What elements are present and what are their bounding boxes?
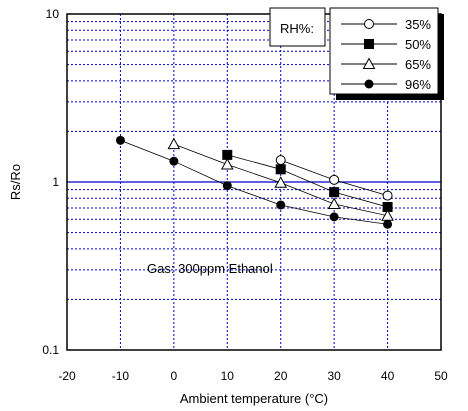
x-tick-label: -20: [58, 369, 76, 383]
data-point: [327, 197, 341, 209]
data-point: [382, 190, 393, 201]
data-point: [382, 201, 393, 212]
data-point: [167, 137, 181, 150]
legend-marker: [364, 39, 374, 49]
x-axis-label: Ambient temperature (°C): [180, 391, 328, 406]
data-point: [222, 181, 232, 191]
series-4: [115, 135, 393, 229]
data-point: [275, 155, 286, 166]
data-point: [169, 156, 179, 166]
legend: RH%: 35% 50% 65% 96%: [269, 7, 444, 100]
legend-entries: 35% 50% 65% 96%: [341, 17, 431, 92]
x-tick-label: -10: [112, 369, 130, 383]
annotation-gas: Gas: 300ppm Ethanol: [147, 261, 273, 276]
x-tick-label: 30: [327, 369, 341, 383]
series-line: [227, 154, 388, 208]
data-point: [383, 219, 393, 229]
legend-marker: [362, 57, 376, 69]
data-point: [222, 149, 233, 160]
series-2: [222, 149, 393, 212]
x-tick-label: 40: [381, 369, 395, 383]
y-tick-label: 1: [52, 175, 59, 189]
legend-title: RH%:: [280, 21, 314, 36]
data-point: [275, 164, 286, 175]
data-point: [115, 135, 125, 145]
series-layer: [115, 135, 394, 229]
x-tick-label: 50: [434, 369, 448, 383]
y-tick-label: 10: [46, 7, 60, 21]
data-point: [274, 176, 288, 188]
legend-label: 35%: [405, 17, 431, 32]
legend-title-box: [269, 7, 326, 47]
y-axis-label: Rs/Ro: [8, 164, 23, 200]
plot-frame: [66, 13, 442, 351]
legend-marker: [364, 19, 374, 29]
series-3: [167, 137, 394, 221]
series-line: [120, 139, 388, 225]
data-point: [329, 174, 340, 185]
ticks: -20 -10 0 10 20 30 40 50 0.1 1 10: [42, 7, 448, 383]
x-tick-label: 20: [274, 369, 288, 383]
x-tick-label: 0: [171, 369, 178, 383]
data-point: [276, 200, 286, 210]
data-point: [220, 158, 234, 170]
legend-box: [329, 7, 439, 95]
legend-label: 65%: [405, 57, 431, 72]
data-point: [329, 212, 339, 222]
data-point: [329, 187, 340, 198]
legend-label: 96%: [405, 77, 431, 92]
y-tick-label: 0.1: [42, 343, 59, 357]
legend-label: 50%: [405, 37, 431, 52]
legend-marker: [364, 79, 374, 89]
x-tick-label: 10: [221, 369, 235, 383]
